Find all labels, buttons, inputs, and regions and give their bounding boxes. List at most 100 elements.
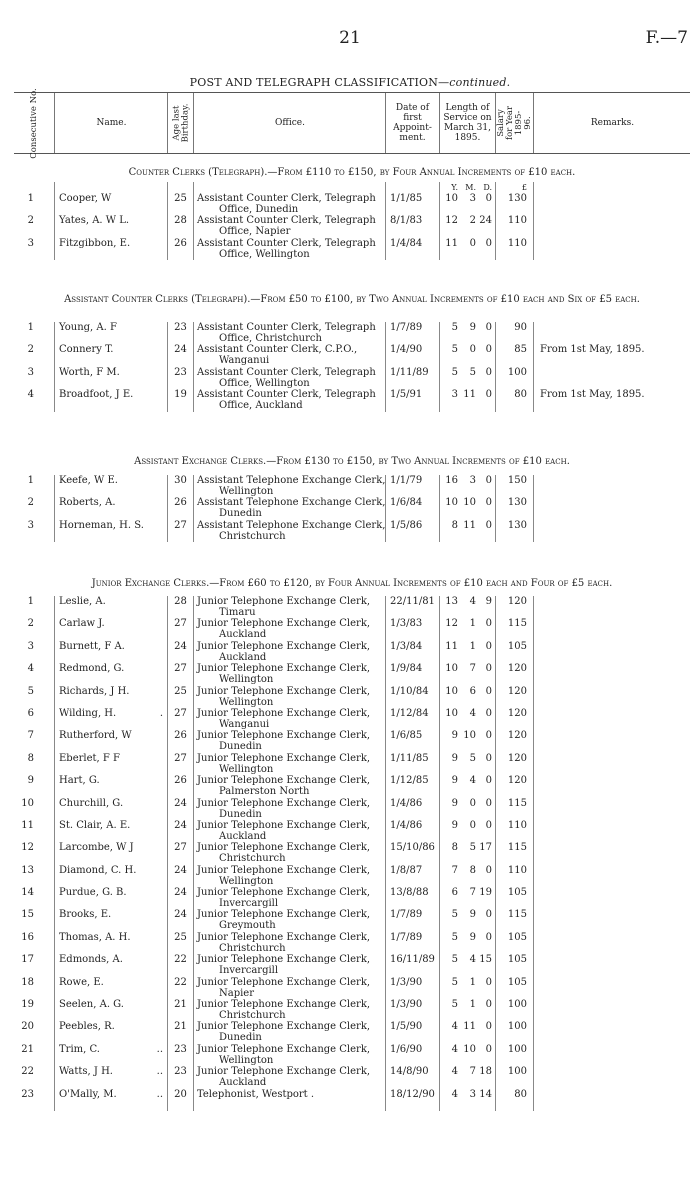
months: 7 <box>469 887 476 899</box>
remarks <box>533 864 690 888</box>
row-number: 3 <box>27 237 34 249</box>
office-line-2: Wanganui <box>219 355 270 367</box>
office-line-1: Assistant Counter Clerk, C.P.O., <box>197 344 358 356</box>
name: Connery T. <box>59 344 114 356</box>
length-of-service: 9 10 0 <box>439 730 495 753</box>
remarks <box>533 663 690 686</box>
months: 9 <box>469 909 476 921</box>
leader-dots: .. <box>156 1088 163 1100</box>
age: 26 <box>167 730 193 753</box>
age: 30 <box>167 475 193 498</box>
empty-cell <box>54 182 167 193</box>
days: 0 <box>485 344 492 356</box>
months: 10 <box>463 730 476 742</box>
age: 24 <box>167 864 193 888</box>
remarks <box>533 954 690 977</box>
row-number: 1 <box>27 596 34 607</box>
name-cell: Redmond, G. <box>54 663 167 686</box>
table-row: 20 Peebles, R. 21 Junior Telephone Exchange… <box>14 1021 690 1044</box>
office-line-2: Office, Christchurch <box>219 333 322 344</box>
remarks <box>533 685 690 708</box>
name-cell: Edmonds, A. <box>54 954 167 977</box>
remarks: From 1st May, 1895. <box>533 344 690 367</box>
age: 23 <box>167 1043 193 1067</box>
remarks <box>533 1021 690 1044</box>
header-name: Name. <box>54 93 168 153</box>
table-row: 1 Keefe, W E. 30 Assistant Telephone Exchan… <box>14 475 690 498</box>
salary: 90 <box>495 322 533 345</box>
years: 9 <box>451 775 458 787</box>
row-number: 2 <box>27 344 34 356</box>
table-row: 22 Watts, J H... 23 Junior Telephone Exchan… <box>14 1066 690 1089</box>
age: 24 <box>167 887 193 910</box>
months: 1 <box>469 999 476 1011</box>
office-line-2: Greymouth <box>219 920 276 932</box>
office-cell: Assistant Telephone Exchange Clerk, Chris… <box>193 519 386 543</box>
name-cell: Watts, J H... <box>54 1066 167 1089</box>
header-remarks: Remarks. <box>533 93 691 153</box>
header-length: Length of Service on March 31, 1895. <box>439 93 495 153</box>
days: 0 <box>485 752 492 764</box>
office-line-1: Junior Telephone Exchange Clerk, <box>197 618 371 630</box>
appointment-date: 1/5/86 <box>385 519 439 543</box>
months: 2 <box>469 215 476 227</box>
years: 9 <box>451 730 458 742</box>
office-cell: Junior Telephone Exchange Clerk, Christch… <box>193 842 385 865</box>
length-of-service: 8 11 0 <box>439 519 495 543</box>
days: 0 <box>485 864 492 876</box>
length-of-service: 12 2 24 <box>439 215 495 238</box>
office-line-2: Auckland <box>219 629 267 641</box>
years: 4 <box>451 1021 458 1033</box>
name-cell: St. Clair, A. E. <box>54 819 167 843</box>
name-cell: Diamond, C. H. <box>54 864 167 888</box>
name: Keefe, W E. <box>59 475 118 486</box>
name: Leslie, A. <box>59 596 106 607</box>
office-line-2: Christchurch <box>219 942 286 954</box>
age: 25 <box>167 193 193 216</box>
section-table: 1 Keefe, W E. 30 Assistant Telephone Exchan… <box>14 475 690 543</box>
name: Trim, C. <box>59 1043 100 1055</box>
name: Thomas, A. H. <box>59 931 131 943</box>
months: 5 <box>469 366 476 378</box>
header-date: Date of first Appoint- ment. <box>385 93 439 153</box>
days: 0 <box>485 366 492 378</box>
name: Larcombe, W J <box>59 842 134 854</box>
name-cell: Seelen, A. G. <box>54 999 167 1022</box>
months: 5 <box>469 752 476 764</box>
table-row: 3 Horneman, H. S. 27 Assistant Telephone Ex… <box>14 519 690 543</box>
office-line-2: Palmerston North <box>219 786 310 798</box>
name: O'Mally, M. <box>59 1088 117 1100</box>
appointment-date: 1/3/90 <box>385 976 439 1000</box>
appointment-date: 1/3/90 <box>385 999 439 1022</box>
office-cell: Assistant Counter Clerk, Telegraph Office… <box>193 322 385 345</box>
row-number: 2 <box>27 618 34 630</box>
salary: 150 <box>495 475 533 498</box>
office-cell: Assistant Counter Clerk, Telegraph Office… <box>193 193 385 216</box>
appointment-date: 1/12/84 <box>385 707 439 731</box>
remarks <box>533 215 690 238</box>
office-line-1: Assistant Telephone Exchange Clerk, <box>197 519 386 531</box>
office-line-2: Dunedin <box>219 808 262 820</box>
length-of-service: 4 7 18 <box>439 1066 495 1089</box>
salary: 120 <box>495 596 533 619</box>
appointment-date: 1/1/85 <box>385 193 439 216</box>
length-of-service: 4 11 0 <box>439 1021 495 1044</box>
appointment-date: 1/4/86 <box>385 819 439 843</box>
office-line-1: Junior Telephone Exchange Clerk, <box>197 797 371 809</box>
age: 25 <box>167 685 193 708</box>
remarks <box>533 322 690 345</box>
office-line-2: Office, Napier <box>219 226 291 238</box>
table-row: 1 Cooper, W 25 Assistant Counter Clerk, Tel… <box>14 193 690 216</box>
office-cell: Junior Telephone Exchange Clerk, Wellingt… <box>193 663 385 686</box>
table-row: 2 Connery T. 24 Assistant Counter Clerk, C.… <box>14 344 690 367</box>
office-cell: Junior Telephone Exchange Clerk, Wellingt… <box>193 1043 385 1067</box>
years: 5 <box>451 322 458 333</box>
page-number: 21 <box>339 28 361 48</box>
days: 0 <box>485 519 492 531</box>
length-of-service: 10 4 0 <box>439 707 495 731</box>
table-header: Consecutive No. Name. Age last Birthday.… <box>14 88 691 158</box>
length-of-service: 4 10 0 <box>439 1043 495 1067</box>
